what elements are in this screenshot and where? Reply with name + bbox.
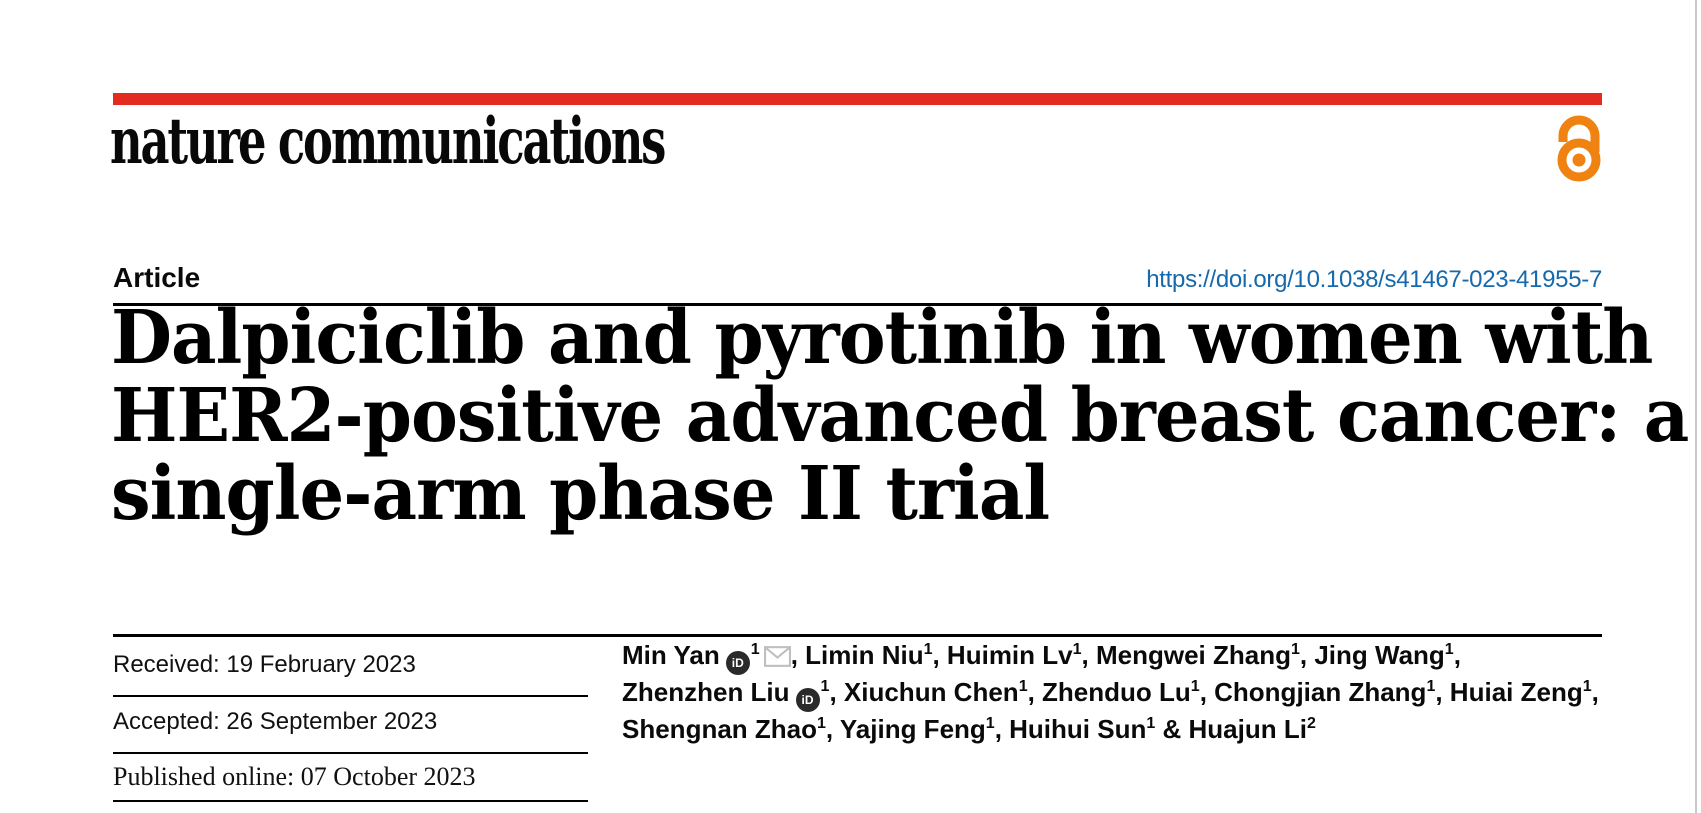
title-bottom-divider (113, 634, 1602, 637)
author-line: Zhenzhen Liu iD1, Xiuchun Chen1, Zhenduo … (622, 675, 1612, 712)
affiliation-superscript: 1 (985, 715, 995, 732)
affiliation-superscript: 1 (1190, 678, 1200, 695)
article-type-label: Article (113, 262, 201, 293)
title-line: HER2-positive advanced breast cancer: a (111, 373, 1689, 459)
history-divider (113, 800, 588, 802)
open-access-icon (1557, 115, 1601, 182)
author-name: , Zhenduo Lu (1027, 677, 1191, 707)
received-date: Received: 19 February 2023 (113, 651, 416, 678)
author-name: , Huiai Zeng (1435, 677, 1583, 707)
author-name: Zhenzhen Liu (622, 677, 790, 707)
affiliation-superscript: 1 (1582, 678, 1592, 695)
author-line: Shengnan Zhao1, Yajing Feng1, Huihui Sun… (622, 712, 1612, 747)
affiliation-superscript: 1 (923, 641, 933, 658)
envelope-icon[interactable] (763, 646, 791, 667)
orcid-icon[interactable]: iD (795, 688, 820, 712)
author-list: Min Yan iD1, Limin Niu1, Huimin Lv1, Meng… (622, 638, 1612, 747)
author-name: , Xiuchun Chen (829, 677, 1019, 707)
author-name: , Huimin Lv (932, 640, 1073, 670)
affiliation-superscript: 2 (1306, 715, 1316, 732)
affiliation-superscript: 1 (817, 715, 826, 732)
affiliation-superscript: 1 (1018, 678, 1028, 695)
masthead-red-bar (113, 93, 1602, 105)
author-name: , Limin Niu (790, 640, 924, 670)
page-right-edge (1695, 0, 1697, 813)
author-name: , Yajing Feng (825, 714, 986, 744)
affiliation-superscript: 1 (1426, 678, 1436, 695)
author-name: & Huajun Li (1155, 714, 1307, 744)
affiliation-superscript: 1 (820, 678, 830, 695)
published-online-date: Published online: 07 October 2023 (113, 762, 476, 791)
article-title: Dalpiciclib and pyrotinib in women with … (111, 295, 1689, 537)
header-divider (113, 303, 1602, 306)
author-line: Min Yan iD1, Limin Niu1, Huimin Lv1, Meng… (622, 638, 1612, 675)
doi-link[interactable]: https://doi.org/10.1038/s41467-023-41955… (1146, 266, 1602, 293)
journal-logo: nature communications (110, 104, 666, 179)
accepted-date: Accepted: 26 September 2023 (113, 708, 438, 735)
author-name: , Huihui Sun (994, 714, 1147, 744)
title-line: single-arm phase II trial (111, 451, 1050, 537)
author-name: , Mengwei Zhang (1081, 640, 1291, 670)
history-divider (113, 752, 588, 754)
orcid-icon[interactable]: iD (725, 651, 750, 675)
affiliation-superscript: 1 (750, 641, 760, 658)
author-separator: , (1591, 677, 1599, 707)
author-name: Min Yan (622, 640, 720, 670)
affiliation-superscript: 1 (1072, 641, 1082, 658)
author-name: Shengnan Zhao (622, 714, 817, 744)
history-divider (113, 695, 588, 697)
title-line: Dalpiciclib and pyrotinib in women with (111, 295, 1653, 381)
affiliation-superscript: 1 (1146, 715, 1156, 732)
author-separator: , (1453, 640, 1461, 670)
affiliation-superscript: 1 (1290, 641, 1300, 658)
affiliation-superscript: 1 (1444, 641, 1454, 658)
author-name: , Chongjian Zhang (1199, 677, 1427, 707)
author-name: , Jing Wang (1299, 640, 1445, 670)
